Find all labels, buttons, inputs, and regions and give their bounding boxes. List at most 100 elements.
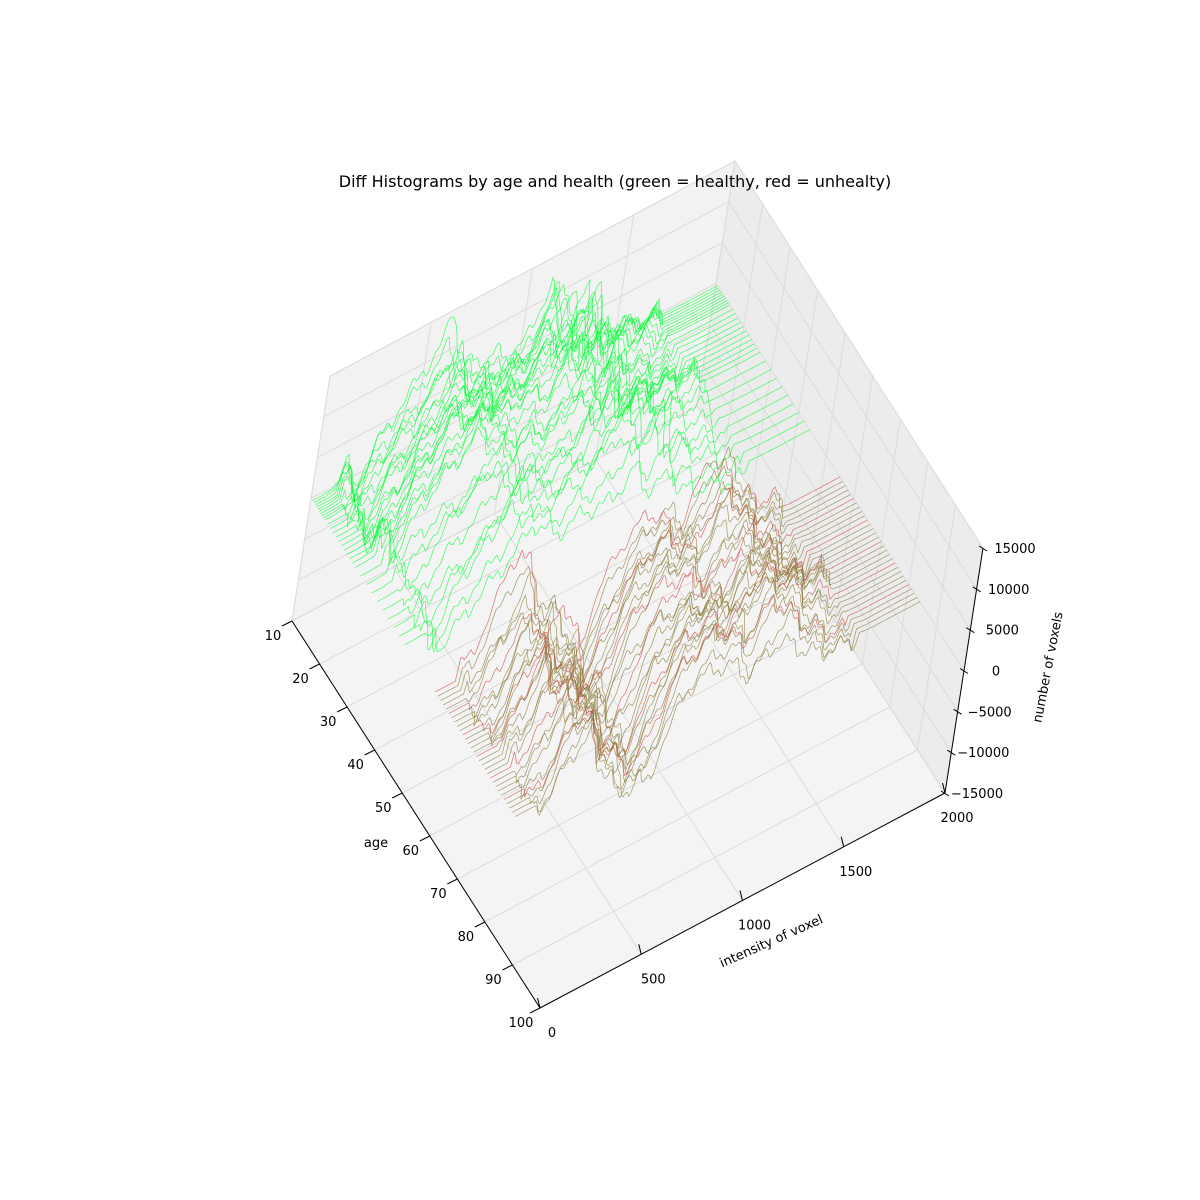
series-line-healthy-age-44 — [404, 429, 810, 653]
series-line-healthy-age-21 — [341, 330, 747, 547]
series-line-unhealthy-age-73 — [484, 546, 890, 770]
floor-grid-line-y — [457, 663, 863, 880]
y-tick-label: 40 — [347, 758, 364, 773]
series-line-healthy-age-14.5 — [323, 281, 729, 527]
series-line-unhealthy-age-72 — [481, 549, 887, 766]
series-line-unhealthy-age-80 — [503, 584, 910, 800]
floor-grid-line-y — [319, 448, 725, 665]
floor-grid-line-y — [484, 706, 891, 923]
series-line-unhealthy-age-83 — [512, 597, 918, 813]
y-tick-label: 80 — [458, 930, 475, 945]
y-tick-label: 10 — [265, 629, 282, 644]
x-tick-label: 2000 — [940, 811, 973, 826]
side-grid-line-z — [728, 201, 978, 590]
side-grid-line-z — [734, 160, 984, 549]
series-line-healthy-age-22 — [343, 331, 750, 551]
series-line-unhealthy-age-71 — [478, 545, 885, 762]
floor-grid-line-y — [429, 620, 836, 837]
back-grid-line-z — [323, 201, 729, 418]
series-line-healthy-age-20 — [338, 326, 744, 542]
series-line-unhealthy-age-78 — [498, 541, 904, 799]
z-tick-mark — [972, 586, 981, 593]
x-tick-mark — [739, 890, 743, 901]
series-line-healthy-age-13 — [319, 281, 725, 514]
z-tick-label: −15000 — [951, 787, 1003, 802]
x-tick-label: 500 — [641, 972, 666, 987]
floor-grid-line-x — [494, 513, 743, 901]
z-tick-mark — [978, 545, 988, 552]
series-line-unhealthy-age-70 — [476, 514, 882, 766]
series-line-unhealthy-age-62 — [454, 487, 860, 727]
series-line-unhealthy-age-60 — [448, 487, 854, 714]
series-line-healthy-age-12 — [316, 291, 722, 508]
x-tick-mark — [537, 997, 541, 1009]
x-tick-label: 0 — [548, 1026, 556, 1041]
series-line-unhealthy-age-84 — [514, 601, 921, 818]
series-line-unhealthy-age-63 — [456, 484, 863, 727]
floor-grid-line-y — [374, 534, 780, 751]
series-line-unhealthy-age-57 — [440, 485, 846, 701]
y-tick-mark — [447, 878, 458, 885]
x-tick-mark — [638, 944, 642, 955]
y-tick-mark — [309, 663, 320, 670]
z-tick-label: 5000 — [986, 624, 1019, 639]
series-line-healthy-age-26 — [354, 351, 761, 568]
series-line-healthy-age-38 — [388, 397, 794, 627]
z-tick-mark — [959, 668, 969, 674]
y-tick-mark — [529, 1007, 541, 1014]
side-grid-line-z — [709, 324, 959, 712]
z-tick-label: 0 — [992, 665, 1000, 680]
y-tick-label: 20 — [292, 672, 309, 687]
y-tick-mark — [391, 792, 403, 799]
series-line-healthy-age-30 — [365, 369, 772, 585]
series-line-unhealthy-age-55 — [434, 458, 841, 696]
side-grid-line-z — [721, 242, 971, 630]
z-tick-label: 10000 — [988, 583, 1029, 598]
z-tick-label: −10000 — [957, 746, 1009, 761]
back-grid-line-z — [329, 160, 736, 377]
floor-grid-line-y — [401, 577, 808, 794]
z-tick-mark — [947, 749, 956, 756]
y-tick-mark — [281, 620, 293, 627]
floor-grid-line-y — [512, 749, 918, 966]
y-tick-label: 50 — [375, 801, 392, 816]
series-line-healthy-age-17 — [330, 313, 736, 547]
series-line-healthy-age-14 — [321, 300, 728, 517]
series-lines — [312, 276, 921, 818]
series-line-unhealthy-age-58 — [443, 481, 849, 706]
floor-grid-line-x — [392, 566, 642, 955]
series-line-unhealthy-age-59 — [445, 446, 852, 724]
series-line-unhealthy-age-77 — [495, 536, 901, 790]
z-tick-mark — [966, 627, 975, 634]
y-tick-mark — [474, 921, 486, 928]
y-tick-label: 60 — [403, 844, 420, 859]
chart-title: Diff Histograms by age and health (green… — [339, 172, 891, 191]
x-tick-label: 1500 — [839, 865, 872, 880]
z-axis-label: number of voxels — [1030, 610, 1066, 723]
back-grid-line-z — [298, 364, 704, 581]
x-tick-label: 1000 — [738, 919, 771, 934]
y-tick-label: 100 — [509, 1016, 534, 1031]
series-line-unhealthy-age-74 — [487, 524, 893, 779]
y-tick-mark — [336, 706, 348, 713]
x-tick-mark — [942, 782, 946, 794]
series-line-healthy-age-28 — [360, 360, 766, 577]
z-tick-label: 15000 — [994, 542, 1035, 557]
series-line-healthy-age-32 — [371, 360, 777, 594]
z-tick-mark — [940, 790, 950, 797]
tick-marks: 0 500 1000 1500 2000 10 20 30 40 50 60 70 80 90 100 −15… — [265, 542, 1036, 1041]
y-tick-mark — [419, 835, 431, 842]
series-line-healthy-age-42 — [399, 420, 805, 653]
y-tick-label: 90 — [485, 973, 502, 988]
series-line-unhealthy-age-65 — [462, 519, 868, 736]
x-axis-label: intensity of voxel — [718, 912, 826, 971]
series-line-healthy-age-24 — [349, 343, 755, 560]
series-line-unhealthy-age-68 — [470, 532, 876, 749]
y-tick-mark — [502, 964, 513, 971]
series-line-unhealthy-age-82 — [509, 592, 915, 809]
series-line-healthy-age-25 — [352, 340, 758, 566]
y-tick-label: 30 — [320, 715, 337, 730]
series-line-unhealthy-age-81 — [506, 569, 912, 805]
